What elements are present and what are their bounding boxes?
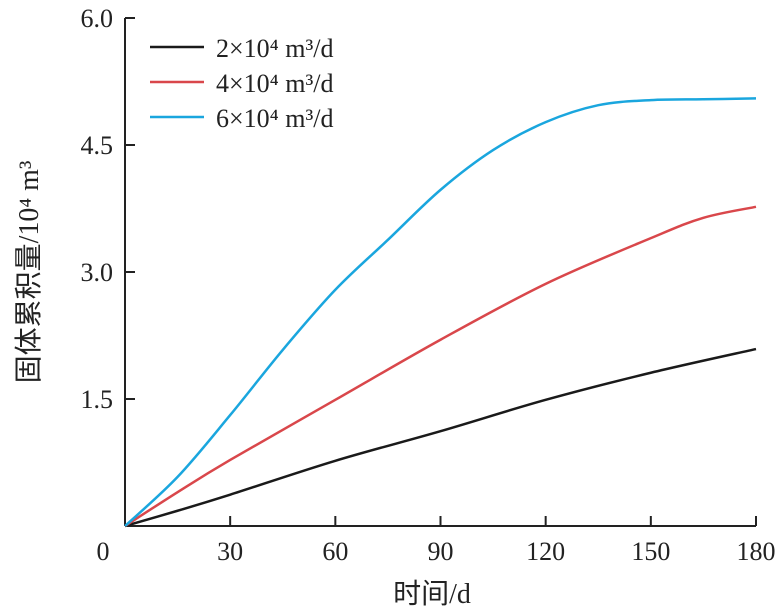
y-axis-label: 固体累积量/10⁴ m³ (13, 161, 45, 384)
x-tick-label: 60 (322, 537, 348, 566)
series-line-3 (124, 97, 757, 527)
series-group (124, 97, 757, 528)
x-tick-label: 150 (631, 537, 670, 566)
x-tick-label: 90 (428, 537, 454, 566)
y-tick-label: 4.5 (81, 131, 114, 160)
legend-label-3: 6×10⁴ m³/d (216, 104, 333, 133)
legend-label-2: 4×10⁴ m³/d (216, 69, 333, 98)
series-line-1 (124, 347, 757, 528)
axes: 0 30 60 90 120 150 180 1.5 3.0 4.5 6.0 (81, 4, 776, 566)
legend-label-1: 2×10⁴ m³/d (216, 34, 333, 63)
x-tick-label: 180 (737, 537, 776, 566)
x-tick-label: 120 (526, 537, 565, 566)
y-tick-label: 1.5 (81, 385, 114, 414)
y-tick-label: 3.0 (81, 258, 114, 287)
legend: 2×10⁴ m³/d 4×10⁴ m³/d 6×10⁴ m³/d (150, 34, 333, 133)
series-line-2 (124, 205, 757, 528)
x-tick-label: 0 (97, 537, 110, 566)
x-tick-label: 30 (217, 537, 243, 566)
y-tick-label: 6.0 (81, 4, 114, 33)
x-axis-label: 时间/d (393, 578, 471, 610)
